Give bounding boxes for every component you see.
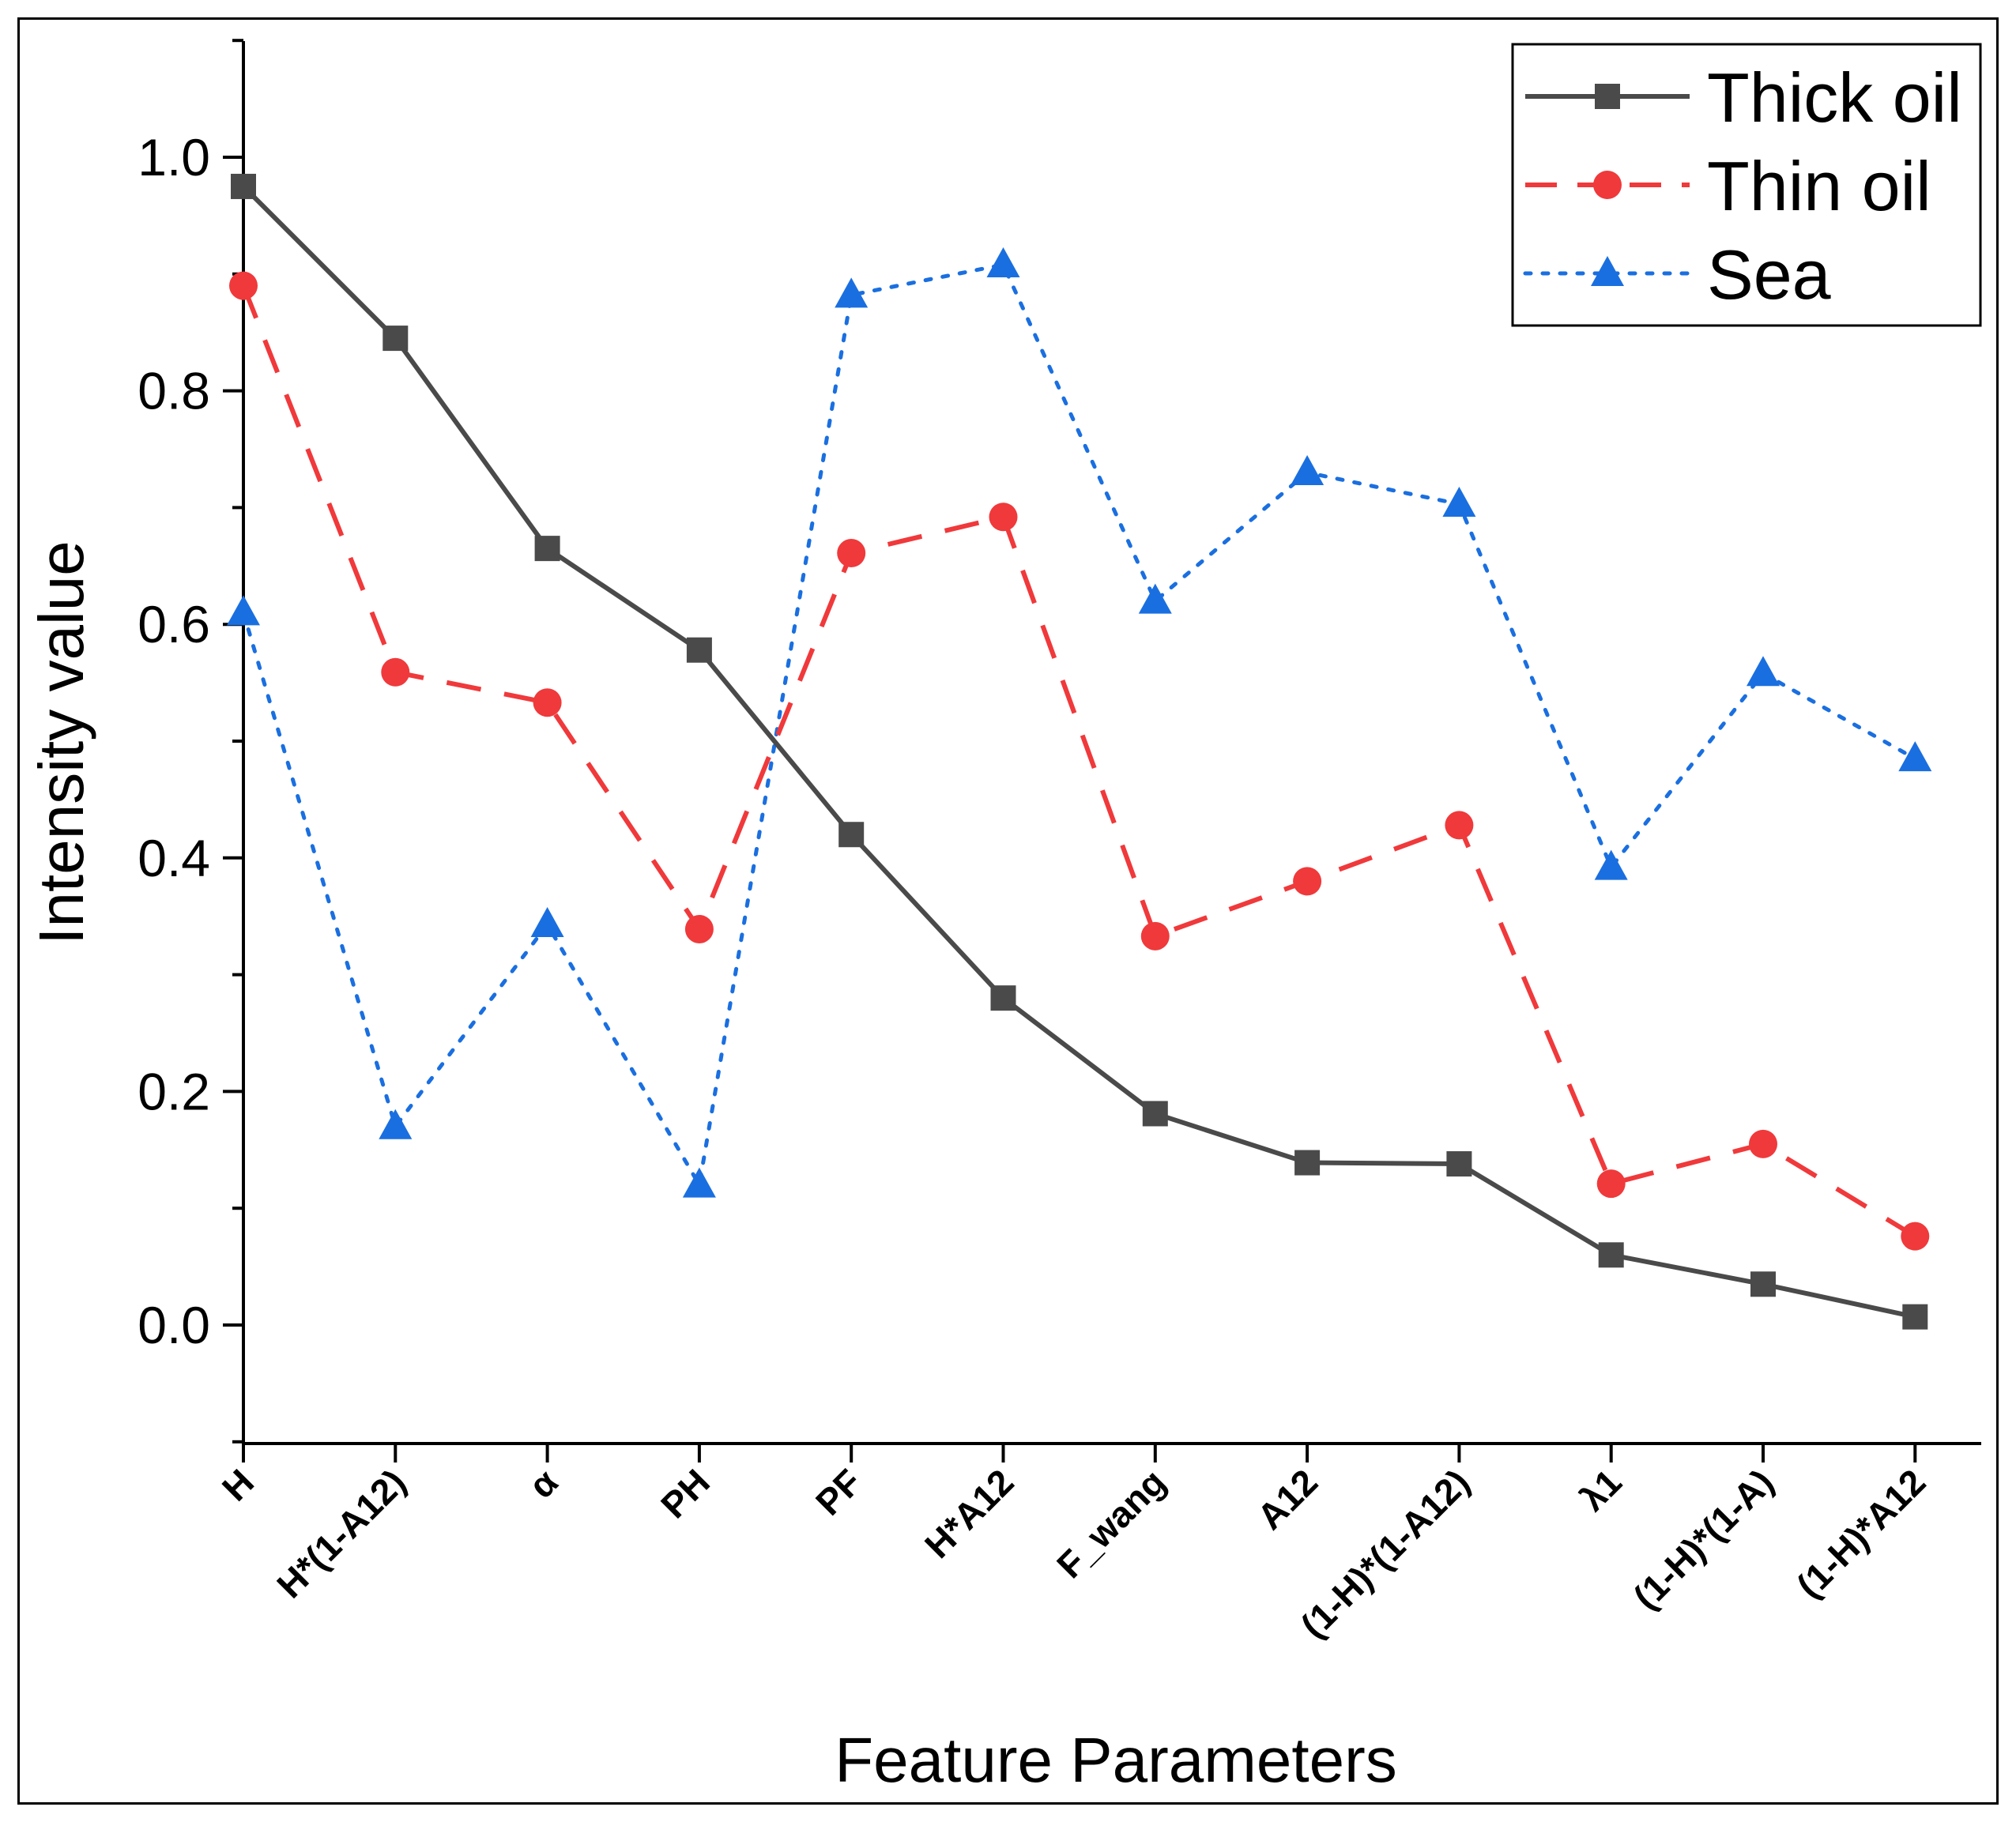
y-tick-label: 0.8	[138, 362, 210, 420]
x-tick-label: H*A12	[917, 1461, 1022, 1566]
y-tick-label: 0.0	[138, 1296, 210, 1354]
legend-marker-thin-oil	[1593, 171, 1622, 199]
data-point-sea	[1898, 741, 1932, 772]
data-point-thick-oil	[1294, 1150, 1321, 1176]
data-point-thin-oil	[1749, 1129, 1777, 1158]
data-point-thick-oil	[231, 173, 256, 199]
x-tick-label: λ1	[1572, 1461, 1630, 1519]
data-point-thin-oil	[989, 503, 1018, 532]
data-point-sea	[1594, 849, 1628, 880]
data-point-thick-oil	[1750, 1271, 1776, 1297]
legend: Thick oil Thin oil Sea	[1511, 43, 1982, 327]
data-point-sea	[682, 1167, 716, 1198]
data-point-sea	[986, 247, 1020, 277]
legend-marker-thick-oil	[1595, 84, 1620, 109]
series-layer	[227, 173, 1932, 1330]
x-tick-label: (1-H)*A12	[1788, 1461, 1933, 1606]
x-tick-label: H	[214, 1461, 262, 1508]
data-point-thin-oil	[1901, 1222, 1930, 1251]
x-tick-label: (1-H)*(1-A)	[1625, 1461, 1781, 1617]
data-point-thin-oil	[229, 271, 258, 300]
data-point-thin-oil	[1596, 1169, 1626, 1199]
data-point-thick-oil	[1142, 1101, 1168, 1127]
data-point-sea	[1138, 583, 1172, 614]
data-point-sea	[1747, 656, 1780, 687]
x-tick-label: H*(1-A12)	[269, 1461, 413, 1606]
data-point-sea	[379, 1109, 413, 1139]
data-point-thick-oil	[838, 822, 865, 848]
series-sea	[227, 247, 1932, 1198]
y-axis-title: Intensity value	[26, 540, 96, 944]
data-point-thin-oil	[1293, 867, 1322, 896]
data-point-thin-oil	[684, 914, 714, 943]
legend-marker-sea	[1591, 256, 1624, 286]
data-point-thick-oil	[1902, 1304, 1928, 1330]
data-point-sea	[1291, 455, 1325, 486]
data-point-sea	[1442, 486, 1476, 517]
data-point-thick-oil	[1446, 1151, 1472, 1177]
x-tick-label: PF	[808, 1461, 869, 1523]
data-point-thin-oil	[837, 539, 866, 568]
series-line-thick-oil	[241, 184, 1916, 1319]
legend-label-sea: Sea	[1707, 235, 1831, 314]
x-tick-label: PH	[653, 1461, 718, 1526]
data-point-thick-oil	[1598, 1242, 1624, 1268]
x-tick-label: F_wang	[1049, 1461, 1174, 1586]
data-point-thick-oil	[534, 536, 560, 562]
data-point-thick-oil	[686, 637, 712, 663]
y-tick-label: 0.4	[138, 829, 210, 887]
data-point-thin-oil	[1140, 921, 1170, 951]
series-thin-oil	[229, 271, 1930, 1251]
x-tick-label: α	[521, 1461, 566, 1506]
data-point-thick-oil	[382, 326, 409, 352]
legend-label-thick-oil: Thick oil	[1707, 58, 1962, 137]
data-point-thick-oil	[990, 985, 1016, 1011]
data-point-thin-oil	[381, 657, 410, 687]
y-tick-label: 0.2	[138, 1062, 210, 1120]
figure-frame	[17, 17, 1999, 1805]
y-tick-label: 1.0	[138, 128, 210, 186]
x-tick-label: A12	[1249, 1461, 1325, 1537]
series-line-sea	[241, 262, 1917, 1191]
x-axis-title: Feature Parameters	[835, 1725, 1396, 1795]
data-point-thin-oil	[1445, 811, 1474, 840]
data-point-sea	[227, 595, 260, 626]
data-point-sea	[835, 277, 869, 308]
legend-label-thin-oil: Thin oil	[1707, 147, 1931, 225]
data-point-thin-oil	[533, 688, 562, 717]
series-line-thin-oil	[241, 284, 1916, 1239]
data-point-sea	[530, 907, 564, 938]
series-thick-oil	[231, 173, 1928, 1330]
y-tick-label: 0.6	[138, 595, 210, 653]
